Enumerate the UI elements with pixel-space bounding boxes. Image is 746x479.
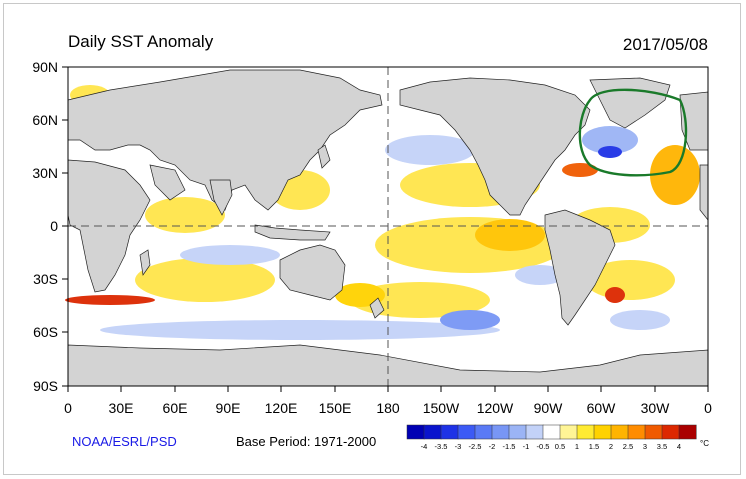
x-tick-label: 0: [704, 400, 712, 416]
colorbar-swatch: [644, 424, 663, 440]
warm-anomaly-brazil: [605, 287, 625, 303]
colorbar-tick-label: -0.5: [537, 442, 550, 451]
land-arabia: [149, 164, 186, 201]
colorbar-swatch: [457, 424, 476, 440]
colorbar-swatch: [406, 424, 425, 440]
colorbar-tick-label: -3.5: [435, 442, 448, 451]
x-tick-label: 30E: [109, 400, 134, 416]
colorbar-tick-label: 0.5: [555, 442, 565, 451]
colorbar-tick-label: -4: [421, 442, 428, 451]
land-north-america: [399, 77, 591, 216]
land-new-zealand: [369, 297, 385, 319]
colorbar-swatch: [542, 424, 561, 440]
colorbar-tick-label: 4: [677, 442, 681, 451]
colorbar-tick-label: 3: [643, 442, 647, 451]
y-tick-label: 30S: [33, 271, 58, 287]
cool-anomaly-sw-atlantic: [610, 310, 670, 330]
colorbar-unit: °C: [700, 439, 709, 448]
figure-frame: [3, 3, 741, 475]
colorbar-swatch: [423, 424, 442, 440]
colorbar-tick-label: 1: [575, 442, 579, 451]
x-tick-label: 150W: [423, 400, 460, 416]
colorbar-swatch: [593, 424, 612, 440]
cool-anomaly-southern-ocean: [100, 320, 500, 340]
cool-anomaly-north-atlantic: [598, 146, 622, 158]
cool-anomaly-south-pacific: [440, 310, 500, 330]
warm-anomaly-north-atlantic-east: [650, 145, 700, 205]
map-title: Daily SST Anomaly: [68, 32, 214, 51]
colorbar-tick-label: 1.5: [589, 442, 599, 451]
warm-anomaly-tasman: [335, 283, 385, 307]
y-axis: 90N 60N 30N 0 30S 60S 90S: [32, 59, 68, 394]
colorbar-swatch: [576, 424, 595, 440]
warm-anomaly-south-pacific: [350, 282, 490, 318]
x-tick-label: 30W: [641, 400, 671, 416]
x-tick-label: 60E: [163, 400, 188, 416]
cool-anomaly-east-pacific: [515, 265, 565, 285]
land-layer: [67, 69, 709, 387]
x-tick-label: 90E: [216, 400, 241, 416]
x-tick-label: 150E: [319, 400, 352, 416]
colorbar-swatch: [610, 424, 629, 440]
y-tick-label: 30N: [32, 165, 58, 181]
warm-anomaly-indian-north: [145, 197, 225, 233]
land-australia: [279, 244, 346, 301]
land-south-america: [544, 209, 616, 326]
x-tick-label: 0: [64, 400, 72, 416]
x-tick-label: 90W: [534, 400, 564, 416]
cool-anomaly-labrador: [582, 126, 638, 154]
colorbar-swatch: [661, 424, 680, 440]
base-period-label: Base Period: 1971-2000: [236, 434, 377, 449]
x-tick-label: 120W: [477, 400, 514, 416]
highlight-circle: [578, 88, 688, 177]
colorbar-swatch: [474, 424, 493, 440]
colorbar-tick-label: 2: [609, 442, 613, 451]
cool-anomaly-north-pacific: [385, 135, 475, 165]
y-tick-label: 90S: [33, 378, 58, 394]
map-date: 2017/05/08: [622, 35, 708, 54]
land-india: [209, 179, 233, 216]
warm-anomaly-east-pacific: [475, 219, 545, 251]
colorbar-tick-label: -1: [523, 442, 530, 451]
cool-anomaly-indian-ocean: [180, 245, 280, 265]
y-tick-label: 60N: [32, 112, 58, 128]
colorbar-swatch: [627, 424, 646, 440]
warm-anomaly-gulf-stream: [562, 163, 598, 177]
colorbar-swatch: [508, 424, 527, 440]
colorbar-swatch: [678, 424, 697, 440]
y-tick-label: 60S: [33, 324, 58, 340]
warm-anomaly-indian-ocean: [135, 258, 275, 302]
land-africa-east-edge: [699, 164, 709, 221]
colorbar-tick-label: -1.5: [503, 442, 516, 451]
anomaly-layer: [65, 85, 700, 340]
land-japan: [317, 144, 331, 169]
credit-label: NOAA/ESRL/PSD: [72, 434, 177, 449]
land-eurasia: [67, 69, 383, 211]
colorbar-swatch: [525, 424, 544, 440]
colorbar-tick-label: -3: [455, 442, 462, 451]
land-indonesia: [254, 224, 331, 241]
x-tick-label: 60W: [587, 400, 617, 416]
land-madagascar: [139, 249, 151, 276]
x-tick-label: 180: [376, 400, 400, 416]
y-tick-label: 90N: [32, 59, 58, 75]
x-axis: 0 30E 60E 90E 120E 150E 180 150W 120W 90…: [64, 386, 712, 416]
y-tick-label: 0: [50, 218, 58, 234]
colorbar: -4 -3.5 -3 -2.5 -2 -1.5 -1 -0.5 0.5 1 1.5 2 2.5 3 3.5 4: [406, 424, 697, 451]
colorbar-swatch: [559, 424, 578, 440]
colorbar-tick-label: 2.5: [623, 442, 633, 451]
colorbar-tick-label: 3.5: [657, 442, 667, 451]
colorbar-tick-label: -2.5: [469, 442, 482, 451]
cool-anomaly-agulhas: [65, 295, 155, 305]
colorbar-tick-label: -2: [489, 442, 496, 451]
colorbar-swatch: [491, 424, 510, 440]
colorbar-swatch: [440, 424, 459, 440]
x-tick-label: 120E: [265, 400, 298, 416]
